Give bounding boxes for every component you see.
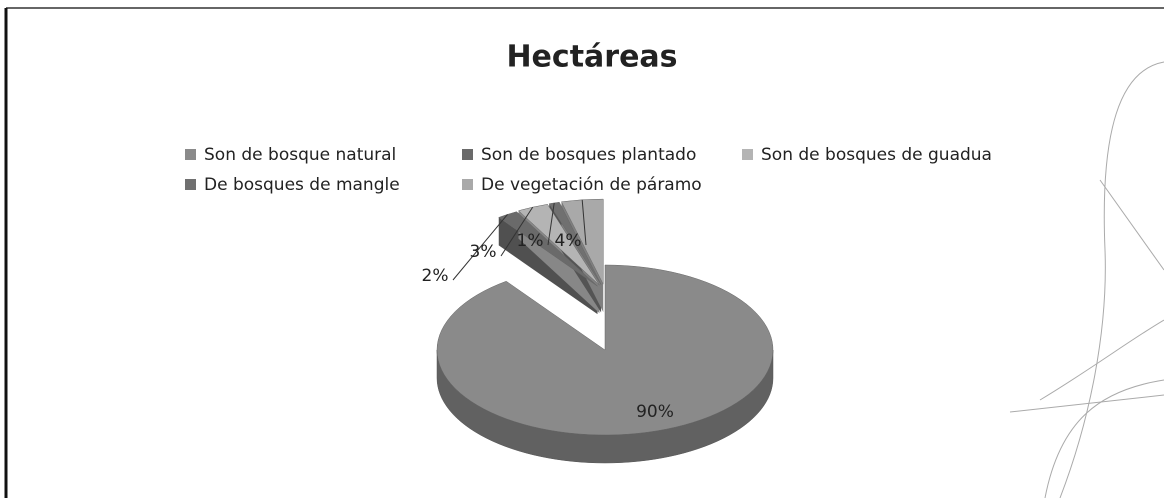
decor-curve	[1039, 319, 1164, 401]
legend-swatch	[185, 149, 196, 160]
pie-slice	[498, 211, 598, 287]
chart-title: Hectáreas	[506, 40, 677, 75]
leader-line	[547, 202, 555, 246]
data-label: 4%	[555, 231, 582, 251]
legend-swatch	[462, 179, 473, 190]
legend-label: De bosques de mangle	[204, 175, 400, 195]
leader-line	[581, 199, 587, 246]
leader-line	[452, 214, 508, 281]
leader-line	[500, 206, 534, 257]
data-label: 90%	[636, 402, 674, 422]
decor-line	[1099, 179, 1164, 271]
decor-line	[1009, 394, 1164, 413]
legend-label: Son de bosques de guadua	[761, 145, 992, 165]
pie-slice	[561, 198, 604, 285]
legend-label: De vegetación de páramo	[481, 175, 702, 195]
legend-swatch	[185, 179, 196, 190]
data-label: 2%	[422, 266, 449, 286]
data-label: 1%	[517, 231, 544, 251]
pie-slice	[436, 264, 774, 436]
decor-curve	[1044, 379, 1164, 498]
decor-curve	[1059, 61, 1164, 498]
legend-swatch	[742, 149, 753, 160]
legend-swatch	[462, 149, 473, 160]
legend-label: Son de bosques plantado	[481, 145, 696, 165]
pie-slice	[548, 201, 602, 285]
legend-label: Son de bosque natural	[204, 145, 396, 165]
data-label: 3%	[470, 242, 497, 262]
